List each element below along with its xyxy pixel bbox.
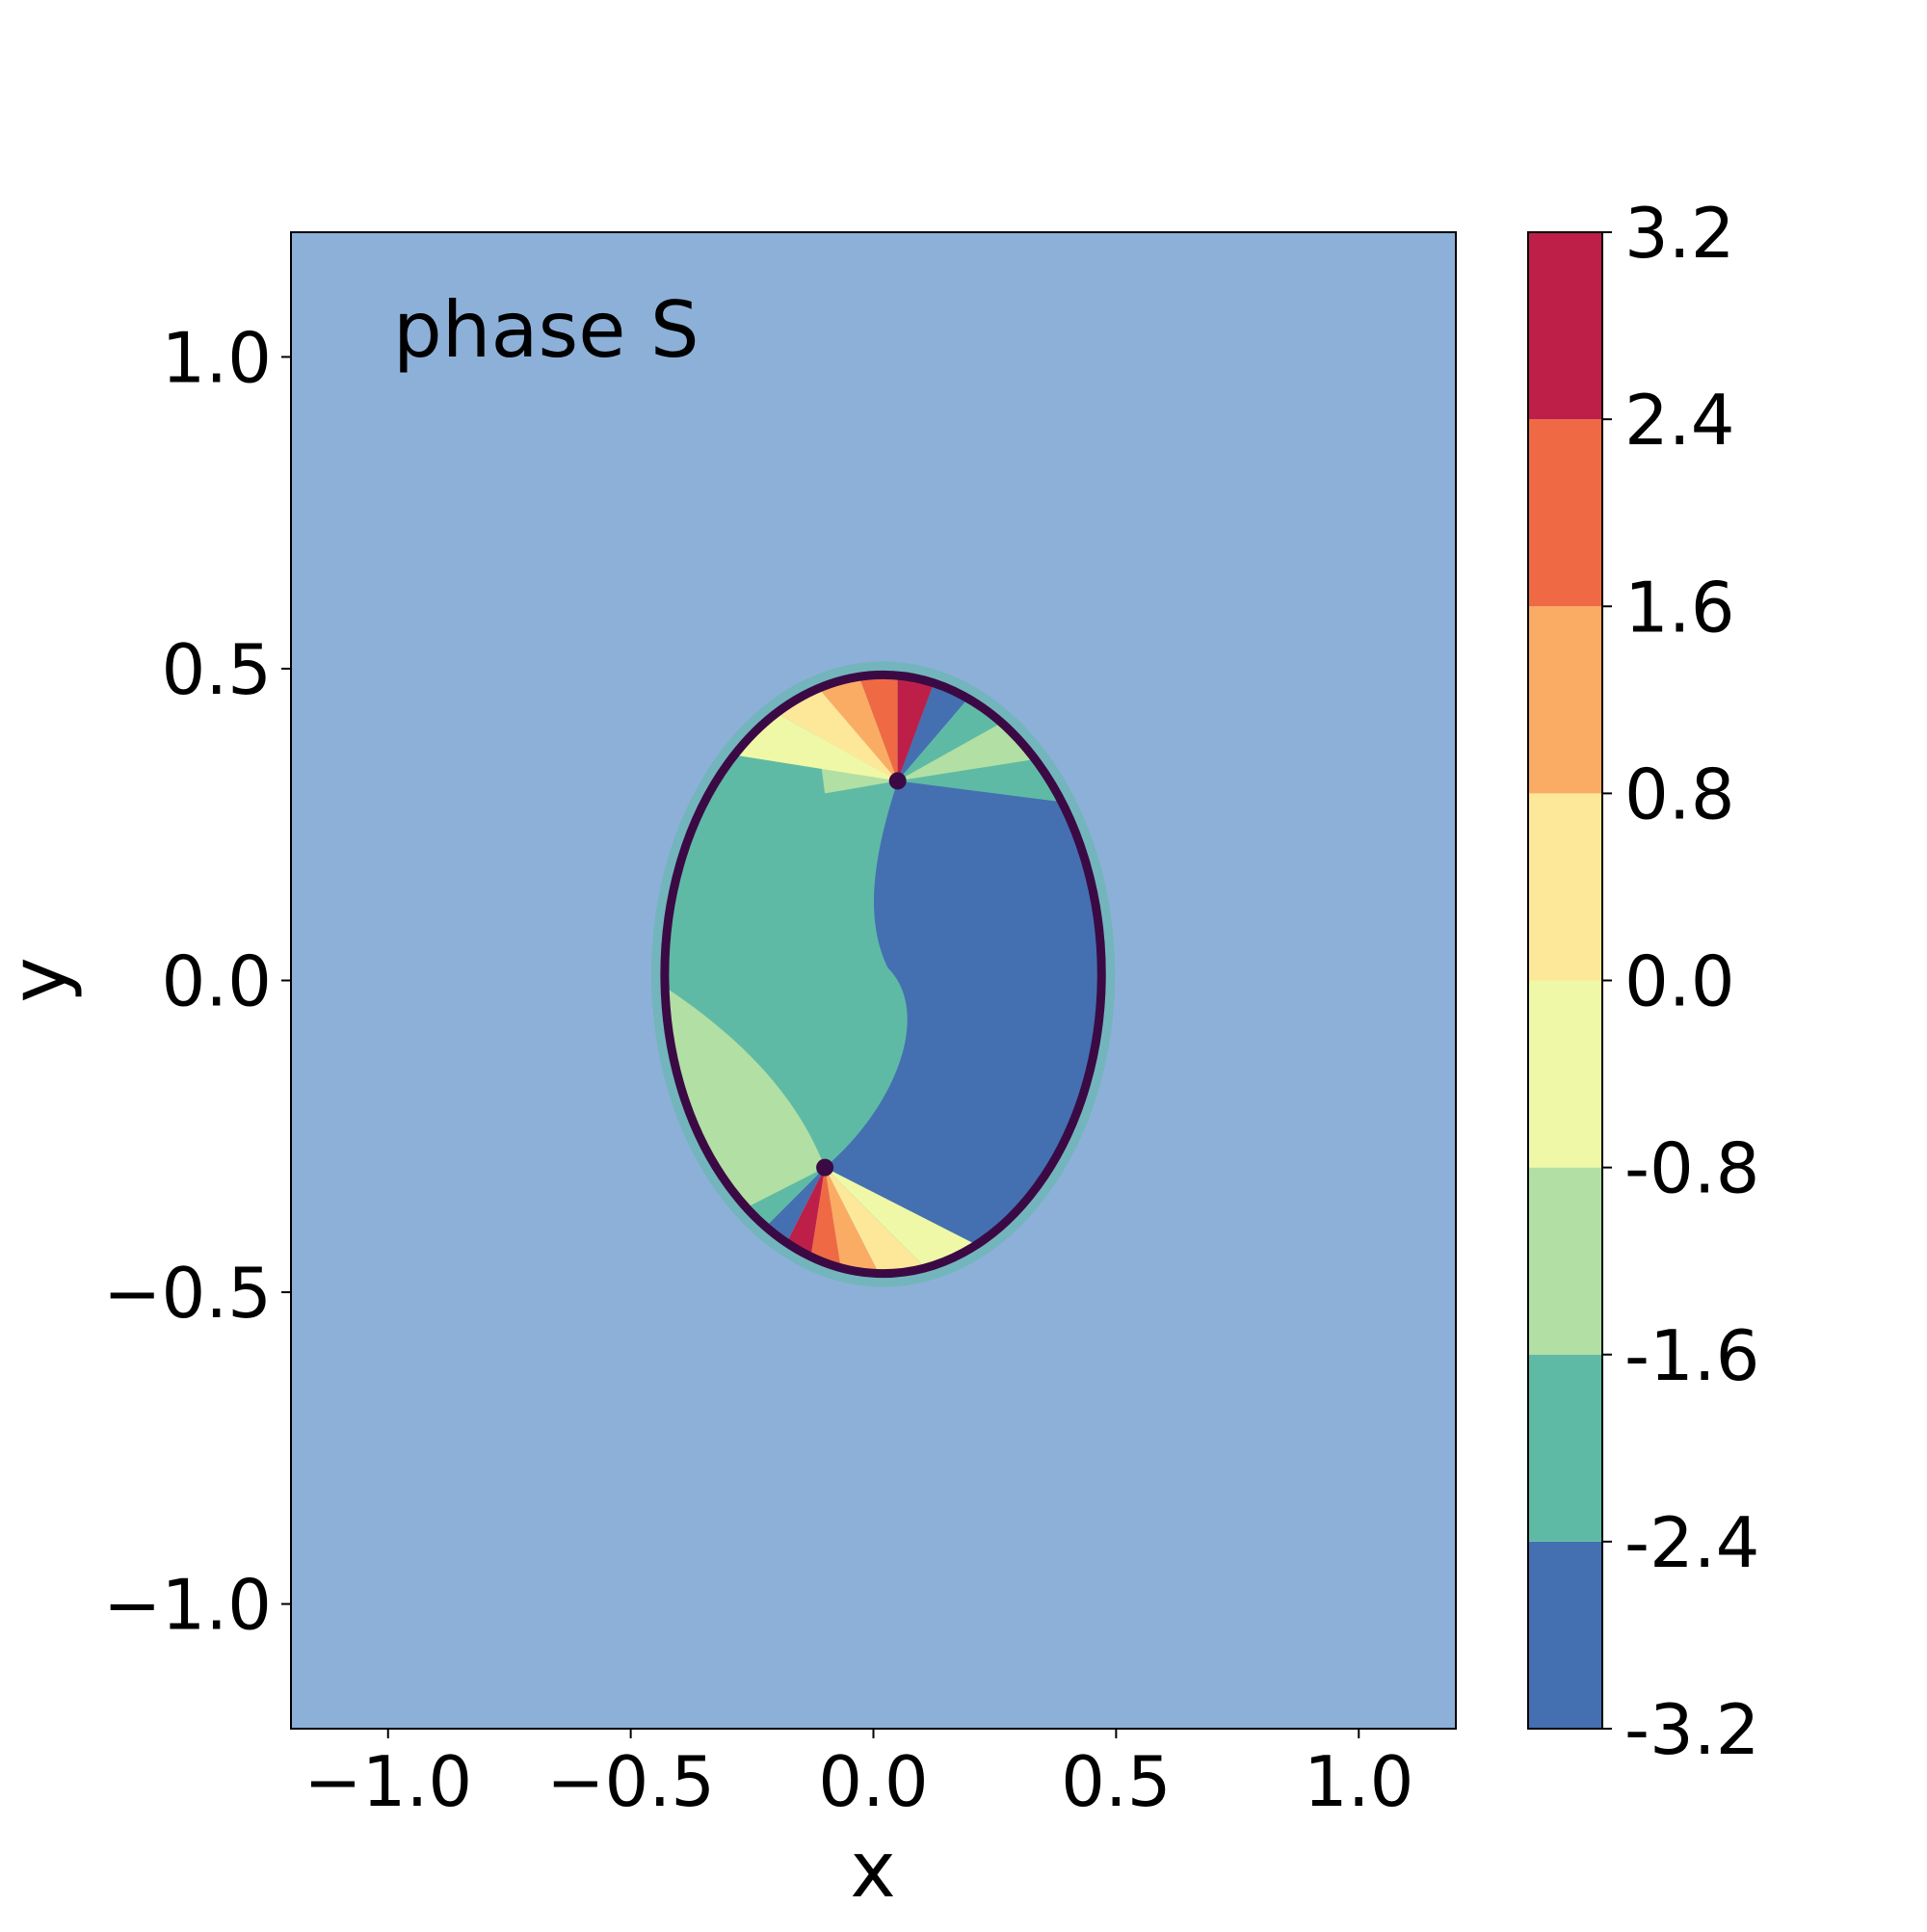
colorbar-tick-label: 0.8 [1624,754,1735,834]
colorbar-band [1528,980,1602,1168]
y-tick-label: 1.0 [161,317,272,398]
colorbar-tick-label: -1.6 [1624,1315,1759,1396]
vortex-wedge [825,1167,962,1274]
x-axis-label: x [850,1825,895,1915]
vortex-wedge [810,675,898,781]
colorbar-band [1528,606,1602,794]
colorbar-band [1528,232,1602,420]
colorbar-band [1528,793,1602,981]
x-tick-label: −1.0 [304,1741,472,1822]
y-axis-label: y [0,957,84,1002]
x-tick-label: 1.0 [1304,1741,1414,1822]
colorbar-tick-label: 0.0 [1624,941,1735,1022]
axes: −1.0 −0.5 0.0 0.5 1.0 1.0 0.5 0.0 −0.5 −1.0 [103,231,1457,1822]
colorbar-tick-label: 1.6 [1624,567,1735,648]
y-tick-label: 0.5 [161,629,272,710]
plot-clip-group [291,232,1456,1729]
x-tick-label: 0.5 [1061,1741,1172,1822]
vortex-wedge [734,675,898,781]
droplet-region-blue [825,781,1102,1274]
droplet-contour [660,670,1106,1279]
phase-annotation: phase S [393,285,700,375]
colorbar-band [1528,1354,1602,1542]
vortex-wedge [897,675,1061,781]
colorbar-band [1528,1541,1602,1729]
y-tick-label: −1.0 [103,1565,272,1646]
vortex-point [888,772,907,790]
colorbar-tick-label: -2.4 [1624,1502,1759,1583]
colorbar-tick-label: 3.2 [1624,193,1735,274]
y-tick-label: −0.5 [103,1253,272,1334]
x-tick-label: −0.5 [546,1741,715,1822]
x-tick-label: 0.0 [818,1741,929,1822]
colorbar-band [1528,1167,1602,1355]
vortex-wedge [897,675,985,781]
vortex-wedge [825,1167,912,1274]
y-tick-label: 0.0 [161,941,272,1022]
colorbar-tick-label: -3.2 [1624,1689,1759,1770]
colorbar-tick-label: -0.8 [1624,1128,1759,1209]
vortex-point [816,1158,834,1177]
colorbar-tick-label: 2.4 [1624,380,1735,461]
plot-area [291,232,1456,1729]
colorbar-band [1528,419,1602,607]
colorbar: -3.2 -2.4 -1.6 -0.8 0.0 0.8 1.6 2.4 3.2 [1527,193,1759,1770]
